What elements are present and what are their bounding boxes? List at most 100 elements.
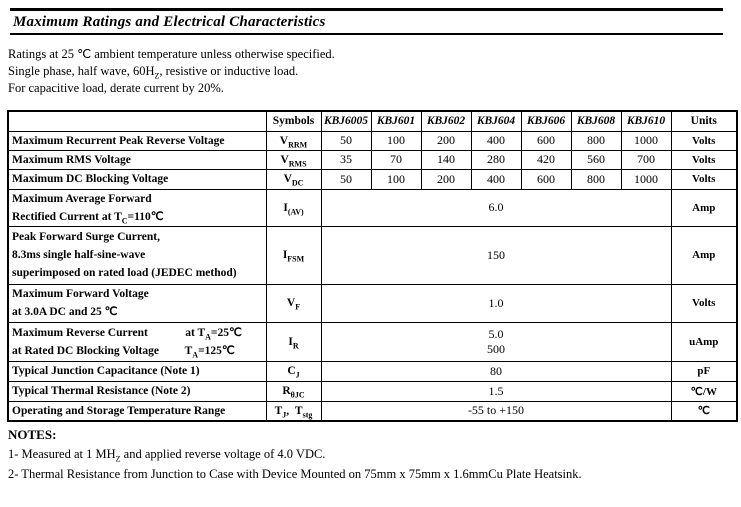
symbol-cell: VDC xyxy=(265,168,322,190)
symbol-cell: VRMS xyxy=(265,149,322,170)
characteristic-line: Typical Thermal Resistance (Note 2) xyxy=(12,385,191,397)
value-line: 5.0 xyxy=(488,326,504,341)
characteristic-line: 8.3ms single half-sine-wave xyxy=(12,249,146,261)
value-cell: 100 xyxy=(370,130,422,151)
unit-cell: Volts xyxy=(670,168,738,190)
table-row: Peak Forward Surge Current, 8.3ms single … xyxy=(7,225,738,285)
unit-cell: Volts xyxy=(670,283,738,323)
value-cell: 35 xyxy=(320,149,372,170)
part-number-header: KBJ602 xyxy=(420,110,472,132)
unit-cell: ℃/W xyxy=(670,380,738,402)
symbol-cell: CJ xyxy=(265,360,322,382)
part-number-header: KBJ6005 xyxy=(320,110,372,132)
intro-line: Single phase, half wave, 60HZ, resistive… xyxy=(8,64,299,81)
value-cell: 600 xyxy=(520,168,572,190)
notes-items: 1- Measured at 1 MHZ and applied reverse… xyxy=(8,444,582,484)
unit-cell: Amp xyxy=(670,188,738,227)
table-body: Maximum Recurrent Peak Reverse Voltage VR… xyxy=(7,130,738,421)
value-cell: 200 xyxy=(420,130,472,151)
value-line: 80 xyxy=(490,363,502,378)
characteristic-line: Maximum Average Forward xyxy=(12,192,152,205)
value-line: 150 xyxy=(487,247,505,262)
intro-line: Ratings at 25 ℃ ambient temperature unle… xyxy=(8,47,335,61)
symbol-cell: RθJC xyxy=(265,380,322,402)
characteristic-line: at 3.0A DC and 25 ℃ xyxy=(12,306,118,318)
note-line: 1- Measured at 1 MHZ and applied reverse… xyxy=(8,447,326,464)
value-cell: 140 xyxy=(420,149,472,170)
characteristic-line: Rectified Current at TC=110℃ xyxy=(12,210,164,225)
characteristic-cell: Typical Thermal Resistance (Note 2) xyxy=(7,380,267,402)
characteristic-line: Maximum Recurrent Peak Reverse Voltage xyxy=(12,134,225,147)
value-cell: 700 xyxy=(620,149,672,170)
characteristic-line: Maximum DC Blocking Voltage xyxy=(12,173,169,185)
notes-heading: NOTES: xyxy=(8,427,57,442)
value-line: 6.0 xyxy=(488,200,504,214)
corner-header xyxy=(7,110,267,132)
value-cell: 70 xyxy=(370,149,422,170)
value-cell: 420 xyxy=(520,149,572,170)
merged-value-cell: 150 xyxy=(320,225,672,285)
unit-cell: Volts xyxy=(670,149,738,170)
unit-cell: pF xyxy=(670,360,738,382)
characteristic-cell: Maximum Reverse Current at TA=25℃ at Rate… xyxy=(7,321,267,362)
part-number-header: KBJ606 xyxy=(520,110,572,132)
characteristic-line: Operating and Storage Temperature Range xyxy=(12,404,226,417)
table-row: Maximum Forward Voltage at 3.0A DC and 25… xyxy=(7,283,738,323)
table-row: Maximum Reverse Current at TA=25℃ at Rate… xyxy=(7,321,738,362)
symbol-cell: VRRM xyxy=(265,130,322,151)
characteristic-line: Maximum Reverse Current at TA=25℃ xyxy=(12,326,242,341)
merged-value-cell: 6.0 xyxy=(320,188,672,227)
unit-cell: ℃ xyxy=(670,400,738,421)
value-cell: 800 xyxy=(570,130,622,151)
merged-value-cell: 1.0 xyxy=(320,283,672,323)
symbol-cell: IR xyxy=(265,321,322,362)
symbol-cell: VF xyxy=(265,283,322,323)
value-cell: 50 xyxy=(320,168,372,190)
value-cell: 100 xyxy=(370,168,422,190)
merged-value-cell: 1.5 xyxy=(320,380,672,402)
part-number-header: KBJ610 xyxy=(620,110,672,132)
title-bar: Maximum Ratings and Electrical Character… xyxy=(10,8,723,35)
value-line: 1.5 xyxy=(488,383,504,398)
value-line: 500 xyxy=(487,341,505,356)
value-cell: 280 xyxy=(470,149,522,170)
table-row: Maximum Average Forward Rectified Current… xyxy=(7,188,738,227)
symbol-cell: TJ, Tstg xyxy=(265,400,322,421)
characteristic-cell: Typical Junction Capacitance (Note 1) xyxy=(7,360,267,382)
value-cell: 50 xyxy=(320,130,372,151)
value-cell: 400 xyxy=(470,168,522,190)
symbols-header: Symbols xyxy=(265,110,322,132)
table-header-row: Symbols KBJ6005 KBJ601 KBJ602 KBJ604 KBJ606 KB… xyxy=(7,110,738,132)
units-header: Units xyxy=(670,110,738,132)
table-row: Operating and Storage Temperature Range T… xyxy=(7,400,738,421)
notes-section: NOTES: 1- Measured at 1 MHZ and applied … xyxy=(8,426,582,484)
value-cell: 200 xyxy=(420,168,472,190)
merged-value-cell: -55 to +150 xyxy=(320,400,672,421)
part-number-header: KBJ601 xyxy=(370,110,422,132)
value-cell: 600 xyxy=(520,130,572,151)
characteristic-cell: Maximum Average Forward Rectified Current… xyxy=(7,188,267,227)
table-row: Maximum Recurrent Peak Reverse Voltage VR… xyxy=(7,130,738,151)
symbol-cell: IFSM xyxy=(265,225,322,285)
unit-cell: Volts xyxy=(670,130,738,151)
note-line: 2- Thermal Resistance from Junction to C… xyxy=(8,467,582,481)
ratings-table: Symbols KBJ6005 KBJ601 KBJ602 KBJ604 KBJ606 KB… xyxy=(7,110,738,422)
table-head: Symbols KBJ6005 KBJ601 KBJ602 KBJ604 KBJ606 KB… xyxy=(7,110,738,132)
unit-cell: Amp xyxy=(670,225,738,285)
value-line: -55 to +150 xyxy=(467,403,525,417)
part-number-header: KBJ604 xyxy=(470,110,522,132)
characteristic-line: Typical Junction Capacitance (Note 1) xyxy=(12,365,200,377)
characteristic-cell: Maximum Forward Voltage at 3.0A DC and 25… xyxy=(7,283,267,323)
page-title: Maximum Ratings and Electrical Character… xyxy=(13,14,326,30)
characteristic-line: Maximum RMS Voltage xyxy=(12,153,131,166)
symbol-cell: I(AV) xyxy=(265,188,322,227)
value-cell: 1000 xyxy=(620,168,672,190)
merged-value-cell: 80 xyxy=(320,360,672,382)
table-row: Typical Junction Capacitance (Note 1) CJ 8… xyxy=(7,360,738,382)
characteristic-cell: Maximum RMS Voltage xyxy=(7,149,267,170)
characteristic-cell: Maximum Recurrent Peak Reverse Voltage xyxy=(7,130,267,151)
value-cell: 800 xyxy=(570,168,622,190)
table-row: Maximum DC Blocking Voltage VDC 50 100 200 40… xyxy=(7,168,738,190)
characteristic-line: at Rated DC Blocking Voltage TA=125℃ xyxy=(12,344,235,359)
merged-value-cell: 5.0 500 xyxy=(320,321,672,362)
